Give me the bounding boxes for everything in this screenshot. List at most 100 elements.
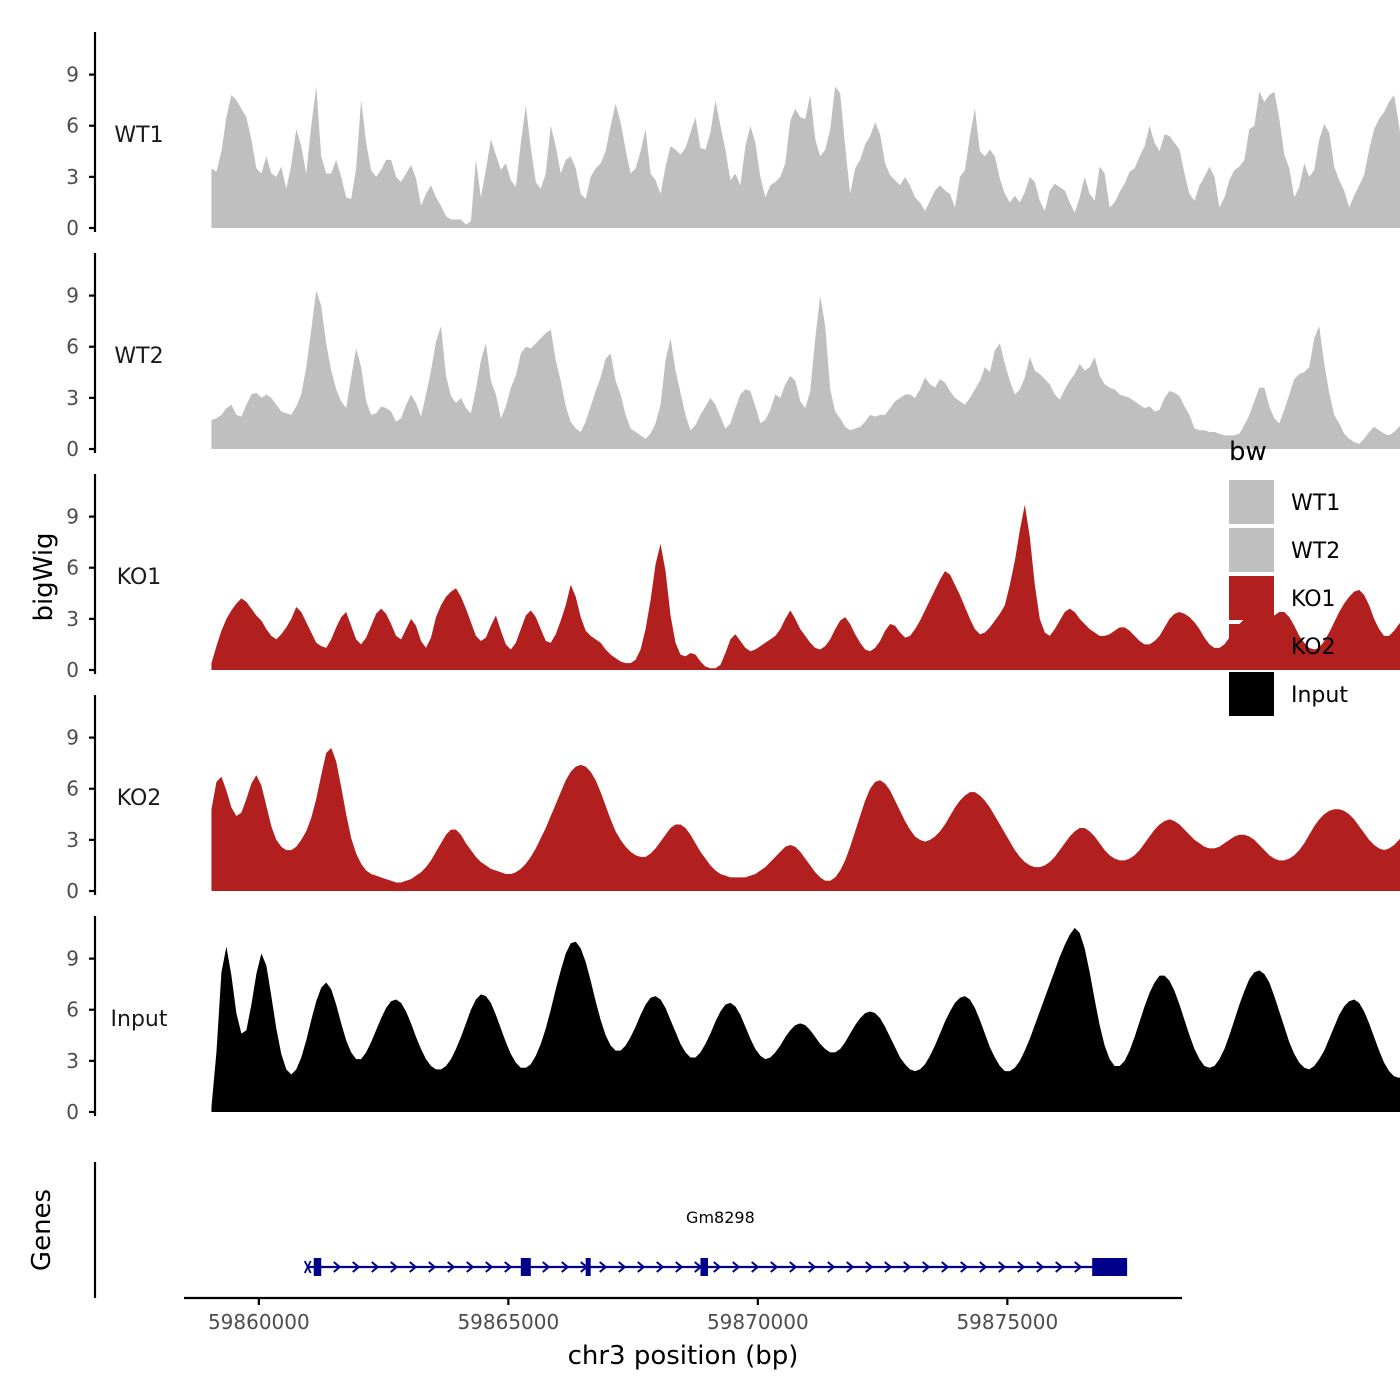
strand-arrow <box>808 1261 817 1273</box>
y-tick-label: 9 <box>66 505 79 529</box>
signal-area-input <box>211 927 1400 1112</box>
legend-label: WT1 <box>1291 491 1340 516</box>
strand-arrow <box>884 1261 893 1273</box>
track-label: WT2 <box>114 344 163 369</box>
strand-arrow <box>637 1261 646 1273</box>
track-label: KO2 <box>117 786 162 811</box>
y-tick-label: 3 <box>66 828 79 852</box>
legend-swatch <box>1229 624 1274 668</box>
y-tick-label: 6 <box>66 556 79 580</box>
x-tick-label: 59870000 <box>707 1310 809 1334</box>
strand-arrow <box>352 1261 361 1273</box>
strand-arrow <box>599 1261 608 1273</box>
y-tick-label: 0 <box>66 658 79 682</box>
legend-label: KO1 <box>1291 587 1336 612</box>
strand-arrow <box>1036 1261 1045 1273</box>
legend: bw WT1 WT2 KO1 KO2 Input <box>1229 437 1348 716</box>
track-label: Input <box>111 1007 168 1032</box>
strand-arrow <box>789 1261 798 1273</box>
strand-arrow <box>770 1261 779 1273</box>
legend-swatch <box>1229 528 1274 572</box>
legend-label: Input <box>1291 683 1348 708</box>
x-axis-title: chr3 position (bp) <box>568 1341 799 1371</box>
strand-arrow <box>390 1261 399 1273</box>
y-tick-label: 3 <box>66 607 79 631</box>
strand-arrow <box>409 1261 418 1273</box>
exon <box>1092 1258 1128 1276</box>
y-tick-label: 9 <box>66 726 79 750</box>
strand-arrow <box>960 1261 969 1273</box>
genes-axis-title: Genes <box>27 1189 57 1271</box>
signal-area-ko2 <box>211 747 1400 891</box>
x-axis: 59860000 59865000 59870000 59875000 <box>184 1296 1182 1334</box>
exon <box>585 1258 591 1276</box>
strand-arrow <box>485 1261 494 1273</box>
legend-swatch <box>1229 672 1274 716</box>
y-tick-label: 3 <box>66 165 79 189</box>
y-tick-label: 6 <box>66 335 79 359</box>
strand-arrow <box>447 1261 456 1273</box>
y-tick-label: 6 <box>66 998 79 1022</box>
gene-model <box>303 1258 1128 1276</box>
y-tick-label: 9 <box>66 63 79 87</box>
track-ko1: 0 3 6 9 KO1 <box>66 474 1400 682</box>
y-tick-label: 6 <box>66 777 79 801</box>
strand-arrow <box>656 1261 665 1273</box>
strand-arrow <box>333 1261 342 1273</box>
strand-arrow <box>1017 1261 1026 1273</box>
legend-label: WT2 <box>1291 539 1340 564</box>
y-tick-label: 0 <box>66 437 79 461</box>
track-label: WT1 <box>114 123 163 148</box>
strand-arrow <box>504 1261 513 1273</box>
exon <box>520 1258 531 1276</box>
y-tick-label: 0 <box>66 879 79 903</box>
strand-arrow <box>979 1261 988 1273</box>
x-tick-label: 59865000 <box>457 1310 559 1334</box>
y-tick-label: 0 <box>66 216 79 240</box>
strand-arrow <box>922 1261 931 1273</box>
strand-arrow <box>827 1261 836 1273</box>
track-input: 0 3 6 9 Input <box>66 916 1400 1124</box>
track-wt2: 0 3 6 9 WT2 <box>66 253 1400 461</box>
y-axis-title: bigWig <box>29 532 59 621</box>
strand-arrow <box>371 1261 380 1273</box>
y-tick-label: 9 <box>66 284 79 308</box>
y-tick-label: 0 <box>66 1100 79 1124</box>
strand-arrow <box>713 1261 722 1273</box>
exon <box>313 1258 322 1276</box>
track-ko2: 0 3 6 9 KO2 <box>66 695 1400 903</box>
legend-swatch <box>1229 576 1274 620</box>
strand-arrow <box>675 1261 684 1273</box>
y-tick-label: 3 <box>66 386 79 410</box>
signal-area-wt1 <box>211 86 1400 228</box>
x-tick-label: 59860000 <box>208 1310 310 1334</box>
strand-arrow <box>1055 1261 1064 1273</box>
legend-swatch <box>1229 480 1274 524</box>
strand-arrow <box>732 1261 741 1273</box>
strand-arrow <box>1074 1261 1083 1273</box>
signal-area-ko1 <box>211 504 1400 670</box>
y-tick-label: 9 <box>66 947 79 971</box>
exon <box>700 1258 708 1276</box>
signal-area-wt2 <box>211 290 1400 449</box>
track-label: KO1 <box>117 565 162 590</box>
strand-arrow <box>846 1261 855 1273</box>
strand-arrow <box>998 1261 1007 1273</box>
x-tick-label: 59875000 <box>956 1310 1058 1334</box>
strand-arrow <box>865 1261 874 1273</box>
strand-arrow <box>561 1261 570 1273</box>
strand-arrow <box>428 1261 437 1273</box>
gene-start-mark <box>303 1260 312 1274</box>
bigwig-tracks: 0 3 6 9 WT1 0 3 6 9 WT2 0 3 6 9 KO1 0 3 6 9 KO2 0 3 6 9 Input <box>66 32 1400 1124</box>
strand-arrow <box>618 1261 627 1273</box>
gene-label: Gm8298 <box>686 1208 755 1227</box>
track-wt1: 0 3 6 9 WT1 <box>66 32 1400 240</box>
strand-arrow <box>751 1261 760 1273</box>
y-tick-label: 6 <box>66 114 79 138</box>
y-tick-label: 3 <box>66 1049 79 1073</box>
strand-arrow <box>941 1261 950 1273</box>
strand-arrow <box>542 1261 551 1273</box>
strand-arrow <box>903 1261 912 1273</box>
legend-label: KO2 <box>1291 635 1336 660</box>
